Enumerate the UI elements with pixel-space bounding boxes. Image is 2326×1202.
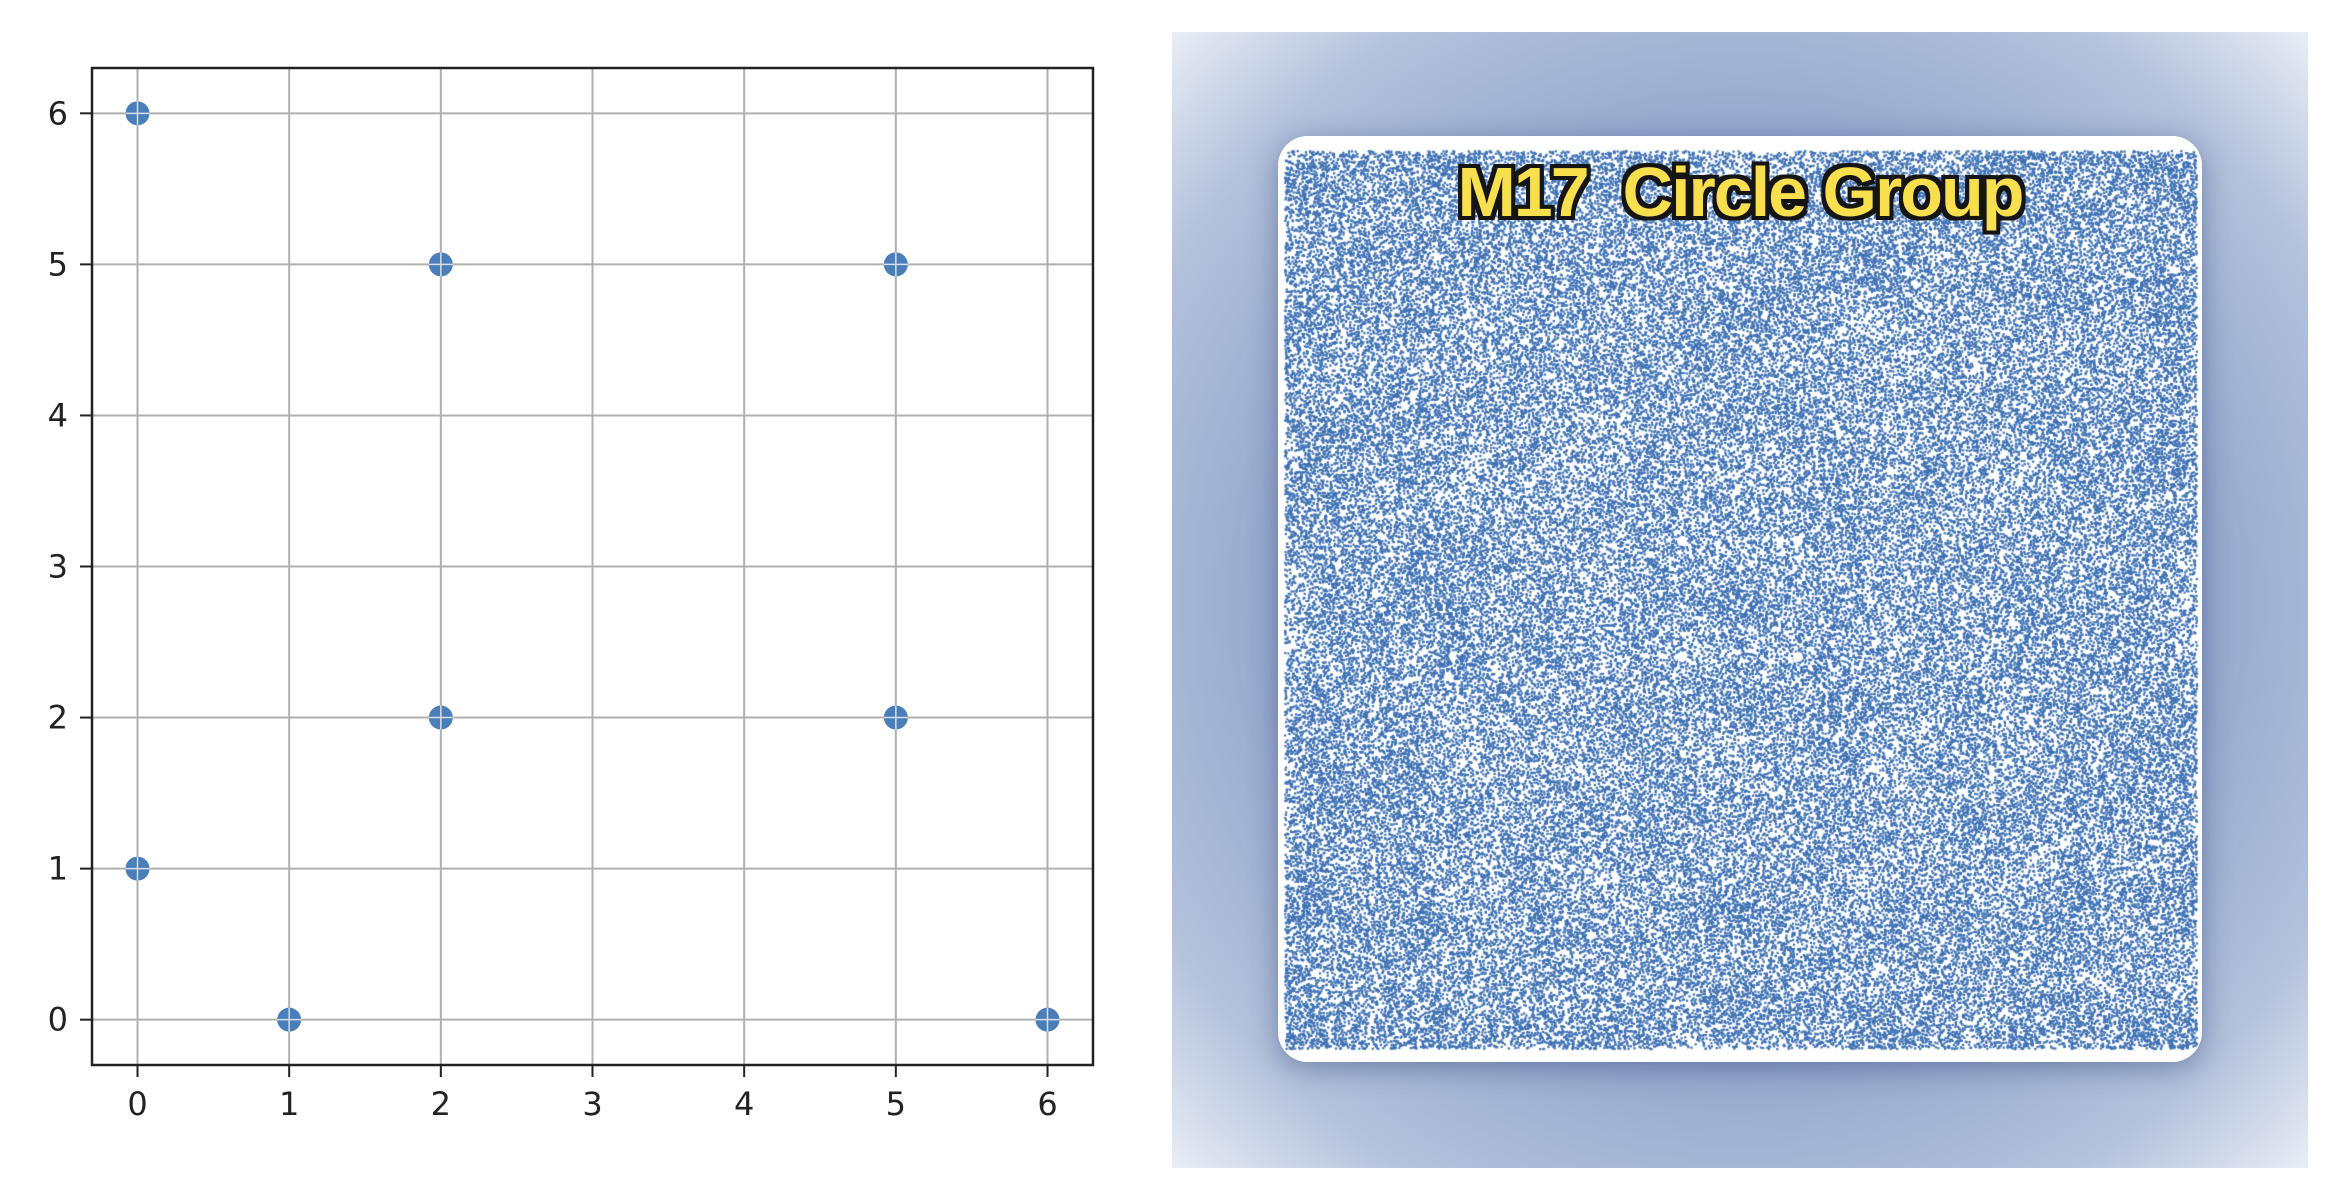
grid-lines xyxy=(92,68,1093,1065)
y-tick-label: 5 xyxy=(48,245,68,283)
scatter-point xyxy=(125,856,150,881)
scatter-point xyxy=(125,101,150,126)
x-tick-label: 4 xyxy=(734,1085,754,1123)
x-tick-label: 6 xyxy=(1037,1085,1057,1123)
scatter-points xyxy=(125,101,1060,1032)
x-tick-label: 1 xyxy=(279,1085,299,1123)
x-tick-label: 2 xyxy=(431,1085,451,1123)
scatter-point xyxy=(1035,1007,1060,1032)
scatter-point xyxy=(428,252,453,277)
scatter-point xyxy=(883,705,908,730)
x-tick-label: 3 xyxy=(582,1085,602,1123)
y-tick-label: 3 xyxy=(48,548,68,586)
x-axis-ticks: 0 1 2 3 4 5 6 xyxy=(127,1065,1058,1123)
panel-title: M17 Circle Group xyxy=(1457,153,2024,231)
left-scatter-chart: 0 1 2 3 4 5 6 0 1 2 3 4 5 6 xyxy=(48,66,1095,1123)
scatter-card: M17 Circle Group xyxy=(1278,136,2202,1062)
y-tick-label: 4 xyxy=(48,396,68,434)
scatter-point xyxy=(428,705,453,730)
y-tick-label: 0 xyxy=(48,1001,68,1039)
x-tick-label: 5 xyxy=(886,1085,906,1123)
y-tick-label: 6 xyxy=(48,94,68,132)
circle-group-panel: M17 Circle Group xyxy=(1172,32,2308,1168)
x-tick-label: 0 xyxy=(127,1085,147,1123)
scatter-point xyxy=(883,252,908,277)
scatter-point xyxy=(277,1007,302,1032)
y-tick-label: 1 xyxy=(48,850,68,888)
y-axis-ticks: 0 1 2 3 4 5 6 xyxy=(48,94,92,1039)
y-tick-label: 2 xyxy=(48,699,68,737)
dense-point-cloud xyxy=(1278,136,2202,1062)
